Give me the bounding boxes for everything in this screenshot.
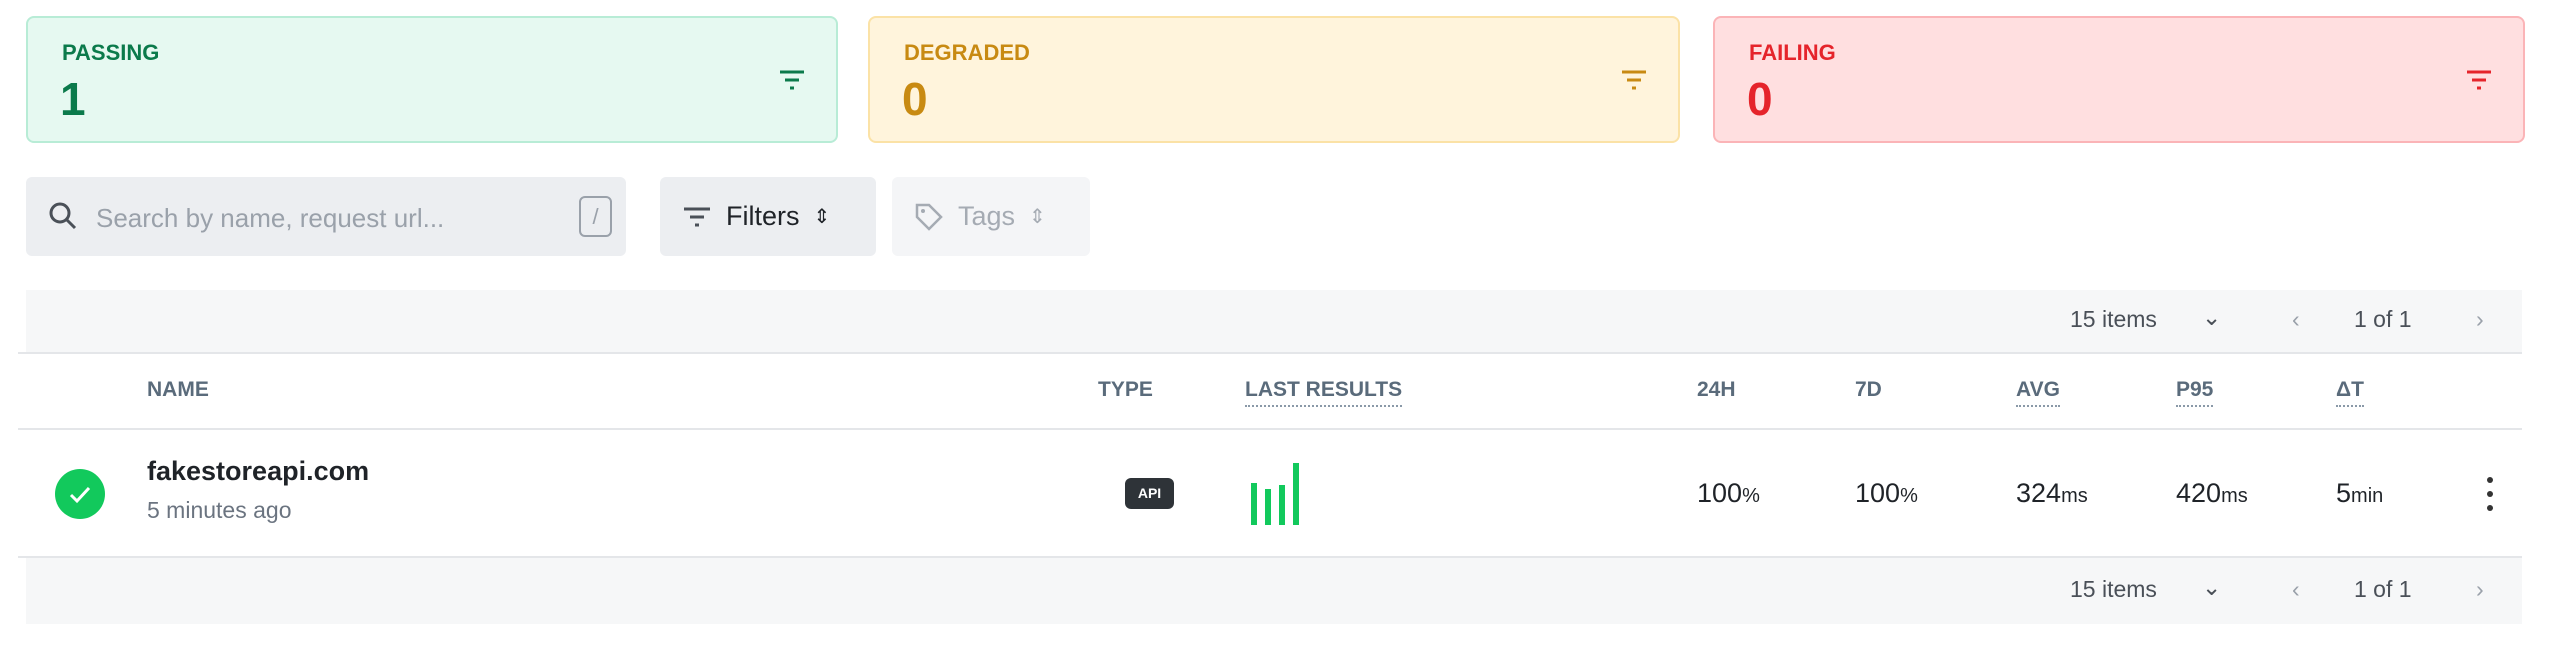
divider xyxy=(18,352,2522,354)
unit: % xyxy=(1742,485,1760,507)
filter-icon[interactable] xyxy=(1620,68,1648,92)
result-bar[interactable] xyxy=(1251,483,1257,525)
next-page-icon[interactable]: › xyxy=(2476,306,2484,332)
unit: min xyxy=(2351,485,2384,507)
page-indicator: 1 of 1 xyxy=(2354,306,2412,332)
col-24h[interactable]: 24H xyxy=(1697,378,1736,401)
col-avg[interactable]: AVG xyxy=(2016,378,2060,407)
delta-t: 5min xyxy=(2336,478,2383,509)
check-circle-icon xyxy=(55,469,105,519)
filters-button[interactable]: Filters ⇕ xyxy=(660,177,876,256)
unit: % xyxy=(1900,485,1918,507)
col-7d[interactable]: 7D xyxy=(1855,378,1882,401)
p95-response: 420ms xyxy=(2176,478,2248,509)
search-input[interactable]: Search by name, request url... / xyxy=(26,177,626,256)
result-bar[interactable] xyxy=(1279,485,1285,525)
chevron-updown-icon: ⇕ xyxy=(813,206,831,228)
value: 100 xyxy=(1855,478,1901,508)
uptime-7d: 100% xyxy=(1855,478,1918,509)
pagination-bottom: 15 items ⌄ ‹ 1 of 1 › xyxy=(26,558,2522,624)
failing-label: FAILING xyxy=(1749,40,1836,65)
unit: ms xyxy=(2061,485,2088,507)
search-placeholder: Search by name, request url... xyxy=(96,203,445,233)
result-bar[interactable] xyxy=(1293,463,1299,525)
unit: ms xyxy=(2221,485,2248,507)
failing-count: 0 xyxy=(1747,73,1773,125)
tag-icon xyxy=(915,203,943,231)
search-icon xyxy=(49,202,77,230)
value: 100 xyxy=(1697,478,1743,508)
uptime-24h: 100% xyxy=(1697,478,1760,509)
monitor-last-run: 5 minutes ago xyxy=(147,497,292,523)
next-page-icon[interactable]: › xyxy=(2476,576,2484,602)
chevron-updown-icon: ⇕ xyxy=(1029,206,1046,228)
filter-icon[interactable] xyxy=(778,68,806,92)
degraded-label: DEGRADED xyxy=(904,40,1030,65)
monitor-name[interactable]: fakestoreapi.com xyxy=(147,456,370,486)
prev-page-icon[interactable]: ‹ xyxy=(2292,306,2300,332)
filter-icon xyxy=(684,207,710,226)
result-bar[interactable] xyxy=(1265,489,1271,525)
divider xyxy=(18,556,2522,558)
items-per-page[interactable]: 15 items xyxy=(2070,306,2157,332)
shortcut-key: / xyxy=(579,196,612,237)
tags-button[interactable]: Tags ⇕ xyxy=(892,177,1090,256)
col-type: TYPE xyxy=(1098,378,1153,401)
col-name[interactable]: NAME xyxy=(147,378,209,401)
chevron-down-icon[interactable]: ⌄ xyxy=(2202,304,2222,330)
prev-page-icon[interactable]: ‹ xyxy=(2292,576,2300,602)
col-p95[interactable]: P95 xyxy=(2176,378,2214,407)
filters-label: Filters xyxy=(726,201,800,231)
value: 324 xyxy=(2016,478,2062,508)
value: 5 xyxy=(2336,478,2352,508)
divider xyxy=(18,428,2522,430)
tags-label: Tags xyxy=(958,201,1016,231)
chevron-down-icon[interactable]: ⌄ xyxy=(2202,574,2222,600)
page-indicator: 1 of 1 xyxy=(2354,576,2412,602)
passing-count: 1 xyxy=(60,73,86,125)
degraded-count: 0 xyxy=(902,73,928,125)
failing-card[interactable]: FAILING 0 xyxy=(1713,16,2525,143)
type-badge: API xyxy=(1125,478,1174,509)
items-per-page[interactable]: 15 items xyxy=(2070,576,2157,602)
col-last-results: LAST RESULTS xyxy=(1245,378,1403,407)
degraded-card[interactable]: DEGRADED 0 xyxy=(868,16,1680,143)
filter-icon[interactable] xyxy=(2465,68,2493,92)
more-options-icon[interactable] xyxy=(2482,474,2498,514)
pagination-top: 15 items ⌄ ‹ 1 of 1 › xyxy=(26,290,2522,352)
value: 420 xyxy=(2176,478,2222,508)
last-results-bars xyxy=(1251,463,1311,525)
col-delta-t[interactable]: ΔT xyxy=(2336,378,2364,407)
avg-response: 324ms xyxy=(2016,478,2088,509)
passing-label: PASSING xyxy=(62,40,160,65)
passing-card[interactable]: PASSING 1 xyxy=(26,16,838,143)
